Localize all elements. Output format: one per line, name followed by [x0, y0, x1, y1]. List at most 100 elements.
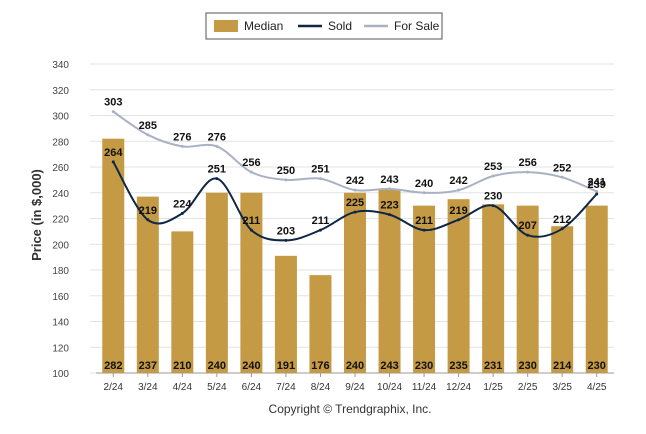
data-label-median: 214: [553, 360, 572, 372]
point-sold: [249, 228, 253, 232]
x-axis-ticks: 2/24 3/24 4/24 5/24 6/24 7/24 8/24 9/24 10/24 11/…: [104, 373, 607, 393]
data-label-for-sale: 243: [380, 174, 398, 186]
data-label-median: 237: [139, 360, 157, 372]
point-sold: [388, 213, 392, 217]
point-sold: [595, 192, 599, 196]
bar-median: [482, 204, 505, 373]
data-label-for-sale: 240: [415, 178, 433, 190]
legend-label-for-sale: For Sale: [394, 19, 440, 33]
data-label-median: 230: [588, 360, 606, 372]
point-for-sale: [457, 188, 461, 192]
data-label-for-sale: 303: [104, 97, 122, 109]
point-sold: [422, 228, 426, 232]
y-tick-label: 240: [52, 189, 69, 200]
data-label-sold: 225: [346, 197, 364, 209]
bar-median: [205, 192, 228, 373]
point-sold: [215, 177, 219, 181]
x-tick-label: 7/24: [276, 382, 296, 393]
legend: Median Sold For Sale: [205, 12, 443, 40]
point-for-sale: [215, 144, 219, 148]
data-label-for-sale: 242: [346, 175, 364, 187]
copyright-footer: Copyright © Trendgraphix, Inc.: [269, 402, 432, 416]
data-label-sold: 219: [449, 205, 467, 217]
x-tick-label: 4/24: [173, 382, 193, 393]
x-tick-label: 2/24: [104, 382, 124, 393]
legend-label-sold: Sold: [328, 19, 352, 33]
bar-median: [447, 199, 470, 373]
point-sold: [146, 218, 150, 222]
point-for-sale: [111, 110, 115, 114]
x-tick-label: 12/24: [446, 382, 471, 393]
point-sold: [353, 210, 357, 214]
x-tick-label: 1/25: [483, 382, 503, 393]
data-label-median: 235: [449, 360, 467, 372]
data-label-sold: 211: [415, 215, 433, 227]
bar-median: [240, 192, 263, 373]
x-tick-label: 11/24: [412, 382, 437, 393]
data-label-sold: 251: [208, 164, 226, 176]
bar-median: [309, 275, 332, 373]
data-label-sold: 224: [173, 198, 192, 210]
bar-median: [171, 231, 194, 373]
data-label-median: 231: [484, 360, 502, 372]
data-label-sold: 203: [277, 225, 295, 237]
data-label-for-sale: 276: [173, 131, 191, 143]
y-tick-label: 160: [52, 292, 69, 303]
point-for-sale: [491, 174, 495, 178]
data-label-median: 191: [277, 360, 295, 372]
x-tick-label: 6/24: [242, 382, 262, 393]
data-labels: 282 237 210 240 240 191 176 240 243 230 235 231 230 2…: [104, 97, 606, 372]
bar-median: [102, 138, 125, 373]
point-for-sale: [318, 177, 322, 181]
data-label-median: 282: [104, 360, 122, 372]
data-label-median: 230: [415, 360, 433, 372]
point-for-sale: [146, 133, 150, 137]
point-sold: [318, 228, 322, 232]
data-label-median: 243: [380, 360, 398, 372]
data-label-sold: 230: [484, 191, 502, 203]
bar-series-median: [102, 138, 608, 373]
point-for-sale: [249, 170, 253, 174]
point-for-sale: [560, 175, 564, 179]
data-label-median: 240: [346, 360, 364, 372]
y-axis-ticks: 100 120 140 160 180 200 220 240 260 280 300 320 340: [52, 60, 69, 380]
data-label-for-sale: 256: [518, 157, 536, 169]
line-series: [111, 110, 599, 242]
x-tick-label: 2/25: [518, 382, 538, 393]
bar-median: [378, 188, 401, 373]
y-tick-label: 100: [52, 369, 69, 380]
x-tick-label: 5/24: [207, 382, 227, 393]
point-for-sale: [595, 189, 599, 193]
x-tick-label: 8/24: [311, 382, 331, 393]
data-label-sold: 219: [139, 205, 157, 217]
data-label-sold: 211: [312, 215, 330, 227]
point-sold: [560, 227, 564, 231]
y-tick-label: 220: [52, 215, 69, 226]
data-label-for-sale: 285: [139, 120, 157, 132]
data-label-sold: 207: [518, 220, 536, 232]
y-tick-label: 260: [52, 163, 69, 174]
bar-median: [585, 205, 608, 373]
x-tick-label: 9/24: [345, 382, 365, 393]
y-axis-label: Price (in $,000): [29, 169, 44, 261]
data-label-median: 240: [242, 360, 260, 372]
y-tick-label: 280: [52, 137, 69, 148]
y-tick-label: 120: [52, 343, 69, 354]
data-label-sold: 264: [104, 147, 123, 159]
bar-median: [413, 205, 436, 373]
y-tick-label: 300: [52, 112, 69, 123]
data-label-median: 230: [518, 360, 536, 372]
point-for-sale: [422, 191, 426, 195]
data-label-for-sale: 276: [208, 131, 226, 143]
x-tick-label: 3/25: [552, 382, 572, 393]
data-label-for-sale: 256: [242, 157, 260, 169]
x-tick-label: 4/25: [587, 382, 607, 393]
point-for-sale: [388, 187, 392, 191]
y-tick-label: 200: [52, 240, 69, 251]
point-sold: [111, 160, 115, 164]
y-tick-label: 340: [52, 60, 69, 71]
point-for-sale: [180, 144, 184, 148]
point-for-sale: [353, 188, 357, 192]
legend-label-median: Median: [244, 19, 283, 33]
x-tick-label: 10/24: [377, 382, 402, 393]
